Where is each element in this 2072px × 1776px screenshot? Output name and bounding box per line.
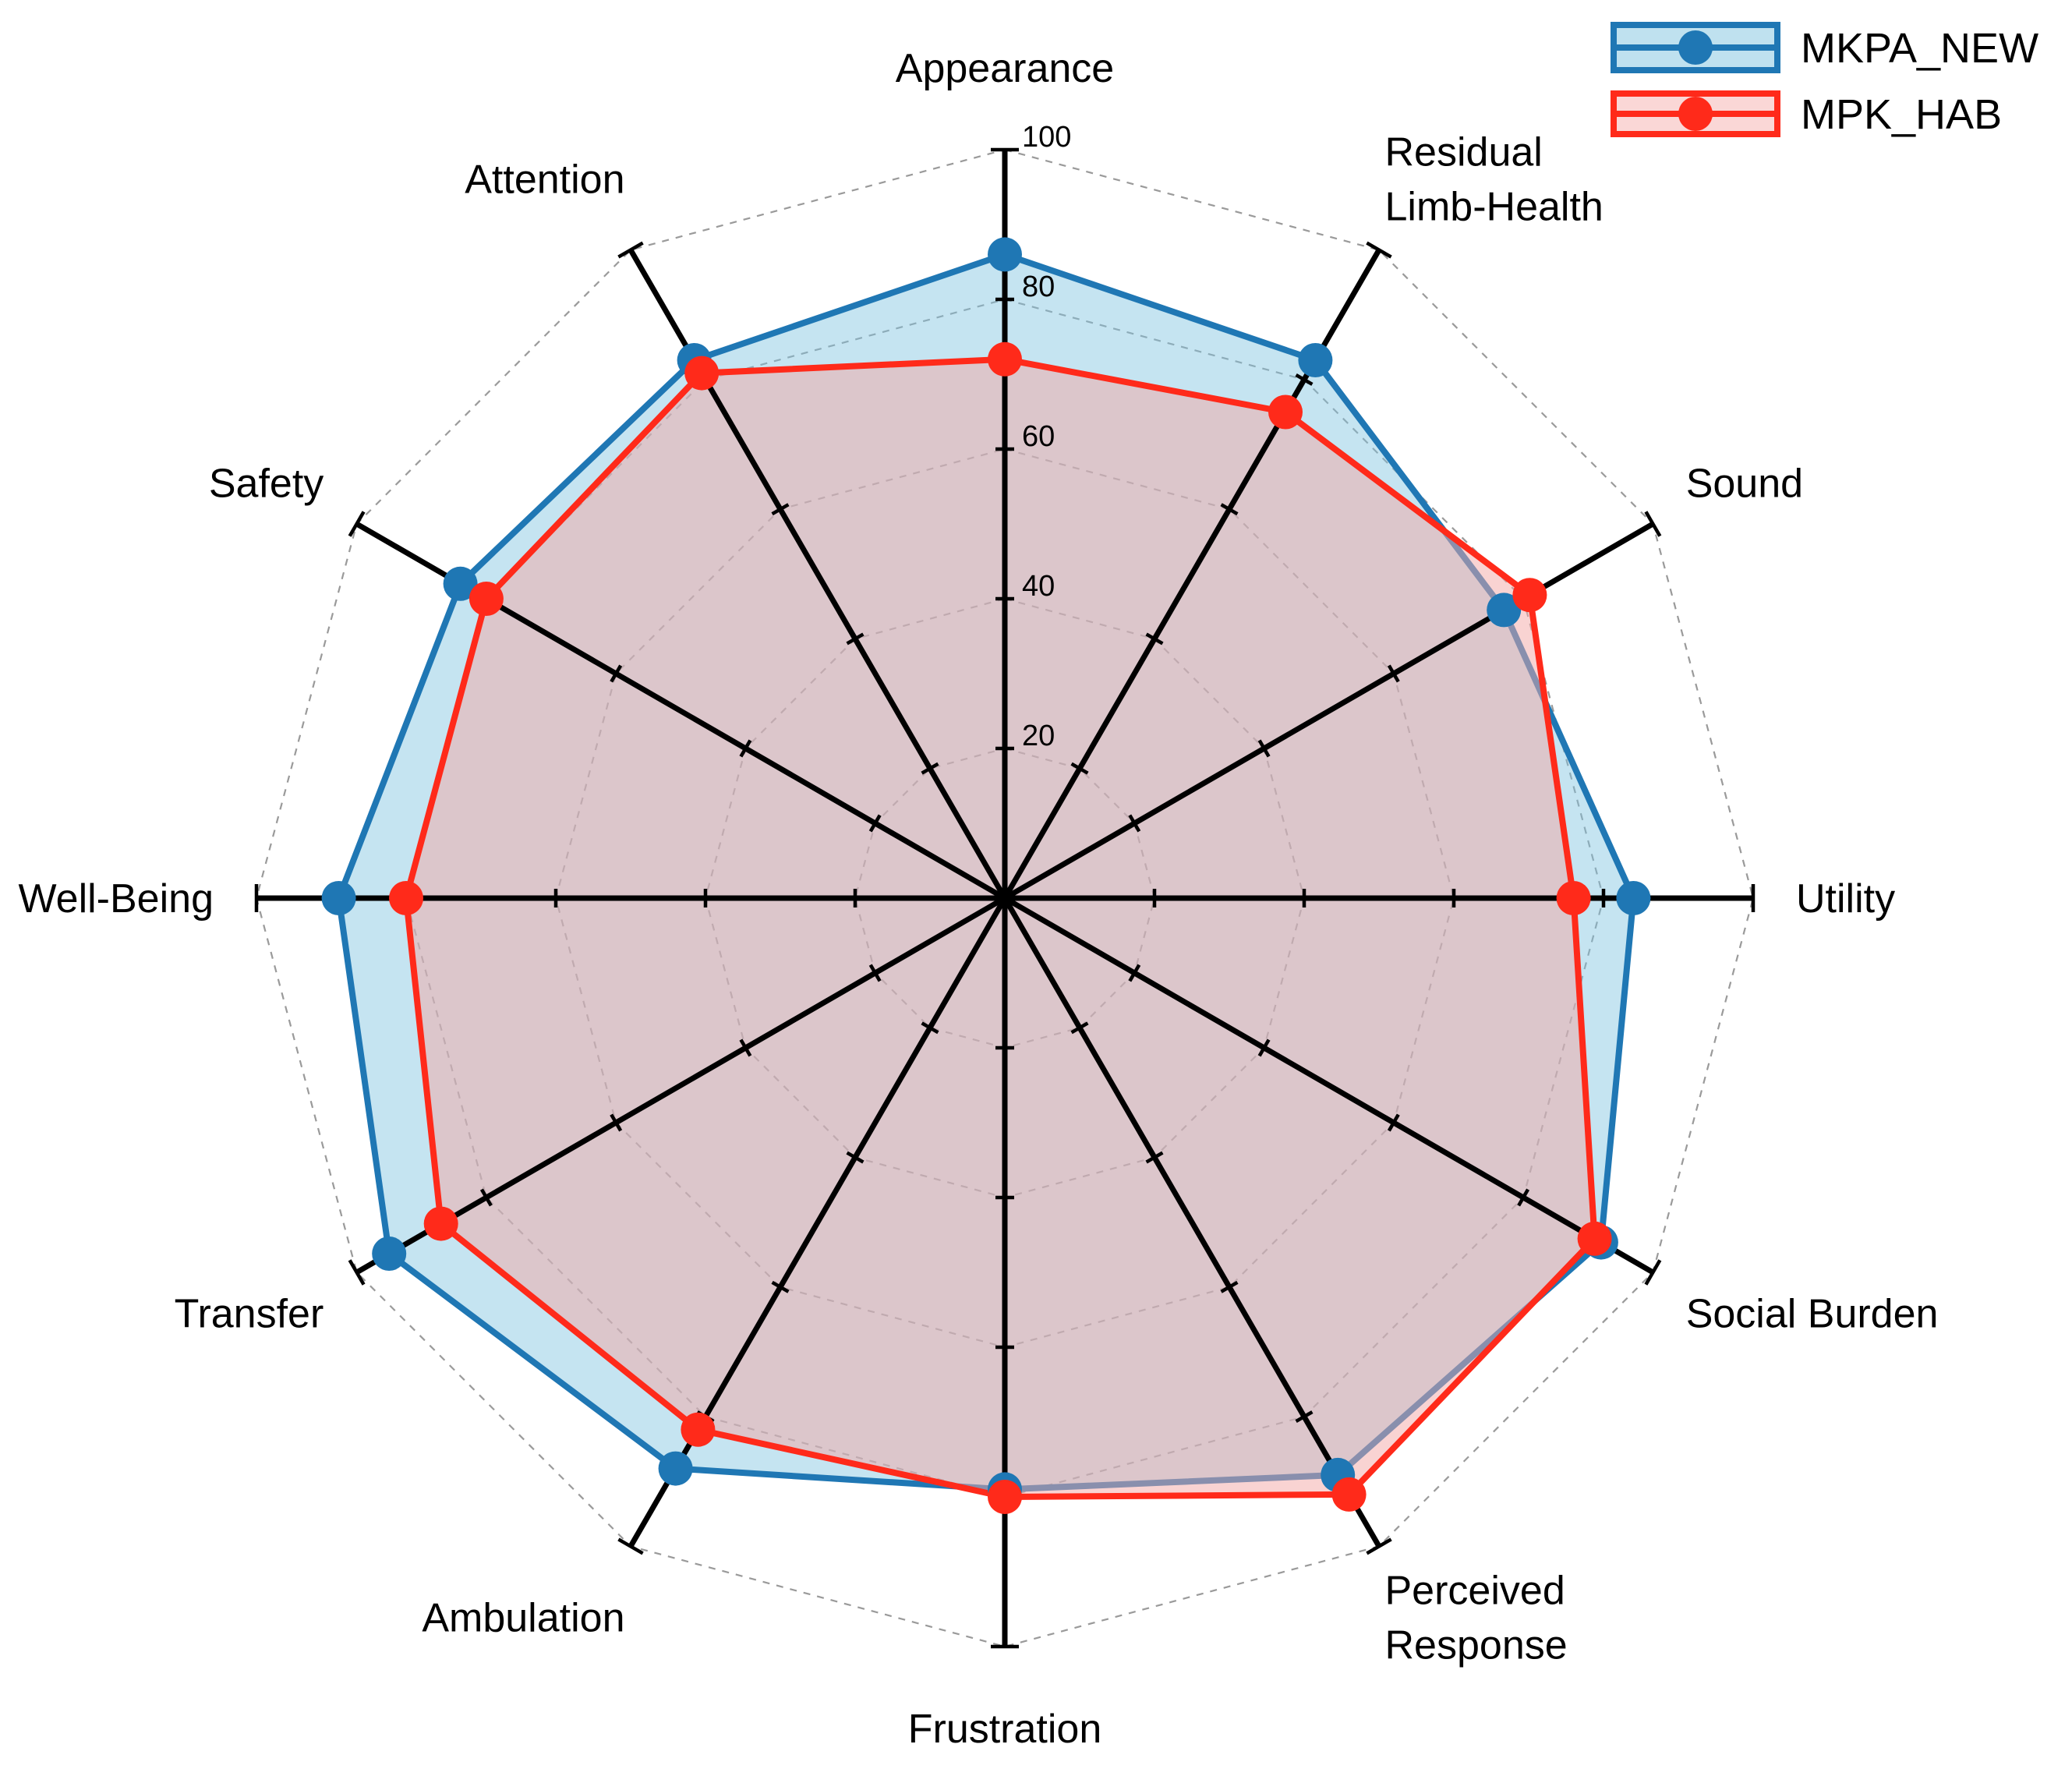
axis-tick-8-40 <box>739 1038 752 1057</box>
axis-tick-11-100 <box>617 241 644 259</box>
axis-tick-2-20 <box>1128 814 1141 833</box>
axis-tick-1-20 <box>1070 762 1089 775</box>
tick-label-40: 40 <box>1022 570 1055 603</box>
data-point-mkpa-new-0 <box>988 237 1022 272</box>
label-layer: 20 40 60 80 100 Appearance Residual Limb-Health… <box>19 46 1939 1752</box>
data-point-mpk-hab-5 <box>1331 1477 1367 1512</box>
data-point-mkpa-new-1 <box>1298 343 1333 377</box>
axis-label-attention: Attention <box>465 157 624 203</box>
legend-label-mpk-hab: MPK_HAB <box>1801 91 2002 138</box>
data-point-mpk-hab-1 <box>1268 394 1303 430</box>
axis-tick-11-40 <box>846 632 865 646</box>
axis-tick-1-40 <box>1145 632 1164 646</box>
axis-label-safety: Safety <box>209 462 324 507</box>
axis-tick-5-40 <box>1145 1151 1164 1164</box>
axis-spoke-2 <box>1003 521 1655 901</box>
axis-tick-1-60 <box>1220 503 1239 516</box>
data-point-mpk-hab-2 <box>1512 578 1547 613</box>
axis-tick-10-100 <box>348 511 366 537</box>
data-point-mkpa-new-8 <box>372 1236 407 1271</box>
axis-tick-4-80 <box>1517 1188 1530 1207</box>
data-point-mpk-hab-7 <box>681 1412 716 1447</box>
axis-tick-10-40 <box>739 739 752 758</box>
axis-spoke-4 <box>1003 895 1655 1275</box>
legend: MKPA_NEW MPK_HAB <box>1611 22 2038 138</box>
axis-tick-2-60 <box>1387 664 1400 683</box>
axis-tick-10-60 <box>610 664 623 683</box>
axis-label-perceived-response: Perceived Response <box>1385 1568 1568 1668</box>
axis-tick-7-40 <box>846 1151 865 1164</box>
axis-label-sound: Sound <box>1686 462 1803 507</box>
axis-tick-8-100 <box>348 1259 366 1286</box>
data-point-mpk-hab-9 <box>389 881 423 915</box>
axis-tick-4-40 <box>1257 1038 1271 1057</box>
data-point-mpk-hab-8 <box>423 1206 458 1241</box>
axis-label-ambulation: Ambulation <box>422 1595 624 1640</box>
series-layer <box>335 251 1637 1501</box>
axis-tick-1-100 <box>1366 241 1392 259</box>
axis-label-well-being: Well-Being <box>19 876 214 922</box>
tick-label-80: 80 <box>1022 271 1055 303</box>
axis-label-frustration: Frustration <box>908 1707 1102 1752</box>
data-point-mpk-hab-3 <box>1556 881 1591 915</box>
axis-tick-11-20 <box>921 762 939 775</box>
axis-tick-1-80 <box>1295 373 1314 386</box>
axis-tick-8-60 <box>610 1113 623 1132</box>
axis-spoke-8 <box>355 895 1006 1275</box>
axis-tick-2-100 <box>1644 511 1662 537</box>
axis-tick-2-40 <box>1257 739 1271 758</box>
data-point-mpk-hab-6 <box>988 1480 1022 1514</box>
data-point-mkpa-new-10 <box>443 566 478 601</box>
axis-tick-8-20 <box>868 964 882 982</box>
axis-tick-5-80 <box>1295 1410 1314 1424</box>
data-point-mpk-hab-11 <box>684 356 720 391</box>
tick-label-60: 60 <box>1022 420 1055 453</box>
axis-tick-4-100 <box>1644 1259 1662 1286</box>
axis-tick-11-60 <box>771 503 790 516</box>
axis-label-appearance: Appearance <box>896 46 1114 91</box>
axis-label-residual-limb-health: Residual Limb-Health <box>1385 130 1604 230</box>
series-area-mpk-hab <box>402 356 1598 1501</box>
legend-marker-mpk-hab <box>1678 97 1713 131</box>
axis-tick-7-20 <box>921 1021 939 1035</box>
data-point-mpk-hab-0 <box>988 341 1022 377</box>
tick-label-20: 20 <box>1022 720 1055 752</box>
axis-label-social-burden: Social Burden <box>1686 1292 1939 1337</box>
data-point-mpk-hab-4 <box>1577 1221 1612 1256</box>
axis-tick-5-100 <box>1366 1537 1392 1555</box>
axis-spoke-5 <box>1002 897 1382 1548</box>
data-point-mkpa-new-2 <box>1487 593 1522 628</box>
legend-label-mkpa-new: MKPA_NEW <box>1801 25 2038 72</box>
axis-tick-4-60 <box>1387 1113 1400 1132</box>
marker-layer <box>321 237 1651 1514</box>
axis-tick-7-100 <box>617 1537 644 1555</box>
axis-tick-5-60 <box>1220 1280 1239 1293</box>
data-point-mpk-hab-10 <box>468 582 504 616</box>
axis-label-utility: Utility <box>1796 876 1895 922</box>
axis-tick-5-20 <box>1070 1021 1089 1035</box>
axis-tick-10-20 <box>868 814 882 833</box>
tick-label-100: 100 <box>1022 121 1071 154</box>
axis-tick-7-60 <box>771 1280 790 1293</box>
data-point-mkpa-new-7 <box>658 1451 693 1486</box>
legend-marker-mkpa-new <box>1678 30 1713 65</box>
axis-tick-4-20 <box>1128 964 1141 982</box>
data-point-mkpa-new-9 <box>321 881 356 915</box>
data-point-mkpa-new-3 <box>1616 881 1651 915</box>
axis-tick-8-80 <box>479 1188 493 1207</box>
axis-label-transfer: Transfer <box>175 1292 324 1337</box>
